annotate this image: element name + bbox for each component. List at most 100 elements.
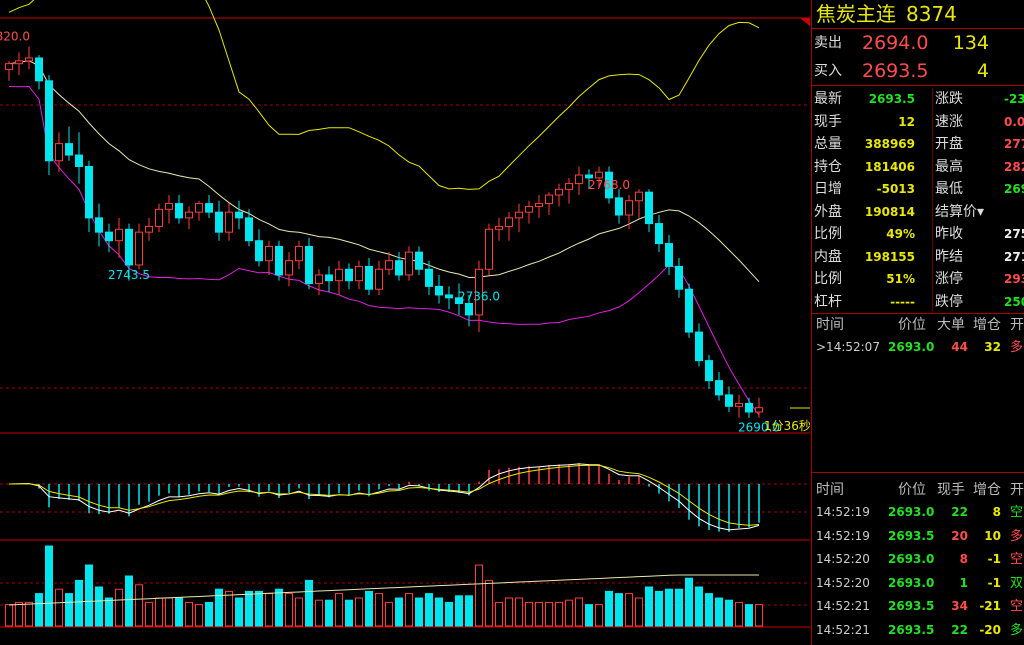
tick-header: 时间 价位 现手 增仓 开 — [812, 479, 1024, 501]
tick-dir: 多 — [1010, 528, 1024, 544]
candle — [465, 303, 473, 316]
stat-row: 比例 51% 涨停 293 — [812, 268, 1024, 291]
tick-oi: -21 — [979, 599, 1001, 613]
tick-price: 2693.0 — [888, 340, 935, 354]
volume-bar — [755, 604, 763, 627]
candle — [255, 240, 263, 262]
volume-bar — [585, 604, 593, 627]
stat-label-1: 比例 — [814, 271, 842, 287]
stat-label-2[interactable]: 结算价▾ — [932, 200, 984, 223]
candle — [185, 211, 193, 219]
volume-bar — [385, 601, 393, 627]
candle — [5, 63, 13, 70]
volume-bar — [685, 577, 693, 627]
volume-bar — [735, 601, 743, 627]
candle — [515, 211, 523, 219]
lower-band-line — [8, 85, 760, 416]
candle — [145, 225, 153, 233]
stat-value-1: ----- — [890, 294, 915, 309]
tick-table[interactable]: 时间 价位 现手 增仓 开 14:52:19 2693.0 22 8 空 14:52:19… — [812, 479, 1024, 645]
candle — [695, 331, 703, 362]
tick-row[interactable]: >14:52:07 2693.0 44 32 多 — [812, 336, 1024, 360]
tick-vol: 44 — [951, 340, 968, 354]
candle — [125, 228, 133, 266]
volume-bar — [105, 597, 113, 627]
volume-bar — [555, 601, 563, 627]
stat-value-2: 275 — [1004, 227, 1024, 241]
stat-label-1: 内盘 — [814, 248, 842, 265]
candle — [675, 265, 683, 290]
tick-row[interactable]: 14:52:21 2693.5 22 -20 多 — [812, 619, 1024, 643]
instrument-name: 焦炭主连 — [816, 2, 896, 26]
volume-bar — [155, 597, 163, 627]
candle — [155, 208, 163, 227]
tick-row[interactable]: 14:52:21 2693.5 34 -21 空 — [812, 595, 1024, 619]
tick-dir: 多 — [1010, 622, 1024, 638]
stat-value-2: 282 — [1004, 159, 1024, 174]
candle — [215, 211, 223, 233]
stat-label-1: 最新 — [814, 91, 842, 107]
candle — [15, 60, 23, 65]
volume-bar — [705, 593, 713, 627]
volume-bar — [545, 601, 553, 627]
tick-row[interactable]: 14:52:20 2693.0 1 -1 双 — [812, 572, 1024, 596]
bid-label: 买入 — [814, 63, 842, 79]
candle — [755, 407, 763, 413]
tick-oi: 8 — [992, 505, 1001, 519]
candle — [85, 165, 93, 219]
stat-value-2: -23.5/0.8 — [1004, 92, 1024, 106]
candle — [585, 174, 593, 179]
bid-volume: 4 — [976, 60, 989, 82]
stat-label-2: 涨停 — [932, 268, 963, 290]
volume-bar — [745, 604, 753, 627]
volume-bar — [375, 593, 383, 627]
stat-value-1: 388969 — [864, 137, 915, 151]
stat-label-1: 外盘 — [814, 203, 842, 220]
volume-bar — [395, 597, 403, 627]
candle — [225, 211, 233, 233]
volume-bar — [725, 599, 733, 627]
dea-line — [8, 464, 760, 526]
bid-row: 买入 2693.5 4 — [812, 57, 1024, 85]
volume-bar — [15, 601, 23, 627]
tick-row[interactable]: 14:52:20 2693.0 8 -1 空 — [812, 548, 1024, 572]
candle — [265, 245, 273, 262]
candle — [655, 223, 663, 245]
price-annotation: 2820.0 — [0, 30, 30, 44]
volume-bar — [285, 593, 293, 627]
tick-time: 14:52:19 — [816, 505, 870, 519]
stat-row: 比例 49% 昨收 275 — [812, 223, 1024, 246]
volume-bar — [125, 575, 133, 627]
tick-oi: -1 — [987, 575, 1001, 590]
tick-vol: 1 — [959, 575, 968, 590]
candle — [455, 297, 463, 305]
stat-row: 日增 -5013 最低 269 — [812, 178, 1024, 201]
tick-time: 14:52:19 — [816, 528, 870, 543]
tick-vol: 22 — [951, 622, 968, 637]
tick-price: 2693.5 — [888, 599, 935, 613]
tick-vol: 8 — [959, 552, 968, 566]
volume-bar — [655, 590, 663, 627]
stat-row: 总量 388969 开盘 277 — [812, 133, 1024, 156]
volume-bar — [625, 593, 633, 627]
ask-volume: 134 — [952, 32, 989, 54]
tick-time: 14:52:20 — [816, 575, 870, 590]
volume-bar — [295, 597, 303, 627]
stat-label-1: 比例 — [814, 226, 842, 242]
stat-label-2: 跌停 — [932, 290, 963, 313]
tick-row[interactable]: 14:52:19 2693.0 22 8 空 — [812, 501, 1024, 525]
volume-bar — [55, 588, 63, 627]
candle — [645, 191, 653, 225]
candle — [375, 268, 383, 290]
stat-value-2: 0.0 — [1004, 114, 1024, 129]
volume-bar — [75, 579, 83, 627]
candle — [165, 203, 173, 210]
volume-bar — [45, 545, 53, 627]
volume-bar — [505, 597, 513, 627]
candle — [95, 217, 103, 233]
candle — [475, 268, 483, 316]
tick-row[interactable]: 14:52:19 2693.5 20 10 多 — [812, 525, 1024, 549]
header-volume: 现手 — [937, 482, 965, 498]
